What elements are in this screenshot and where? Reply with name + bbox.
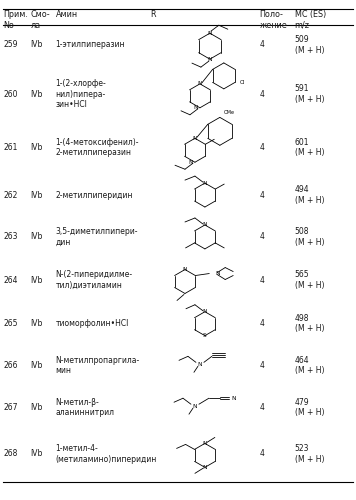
Text: 523
(M + H): 523 (M + H) — [294, 444, 324, 464]
Text: 508
(M + H): 508 (M + H) — [294, 227, 324, 246]
Text: 4: 4 — [260, 403, 265, 412]
Text: 494
(M + H): 494 (M + H) — [294, 186, 324, 205]
Text: 4: 4 — [260, 450, 265, 458]
Text: 4: 4 — [260, 143, 265, 152]
Text: 268: 268 — [4, 450, 18, 458]
Text: N: N — [208, 30, 212, 36]
Text: 4: 4 — [260, 90, 265, 98]
Text: 2-метилпиперидин: 2-метилпиперидин — [56, 190, 133, 200]
Text: 1-(2-хлорфе-
нил)пипера-
зин•HCl: 1-(2-хлорфе- нил)пипера- зин•HCl — [56, 80, 106, 109]
Text: 267: 267 — [4, 403, 18, 412]
Text: IVb: IVb — [31, 90, 43, 98]
Text: 591
(M + H): 591 (M + H) — [294, 84, 324, 104]
Text: 3,5-диметилпипери-
дин: 3,5-диметилпипери- дин — [56, 227, 138, 246]
Text: N: N — [203, 309, 207, 314]
Text: Cl: Cl — [240, 80, 245, 85]
Text: N: N — [188, 160, 193, 164]
Text: N: N — [232, 396, 236, 400]
Text: 260: 260 — [4, 90, 18, 98]
Text: 266: 266 — [4, 361, 18, 370]
Text: IVb: IVb — [31, 40, 43, 50]
Text: N-метилпропаргила-
мин: N-метилпропаргила- мин — [56, 356, 140, 376]
Text: 509
(M + H): 509 (M + H) — [294, 35, 324, 54]
Text: 565
(M + H): 565 (M + H) — [294, 270, 324, 290]
Text: N: N — [203, 441, 207, 446]
Text: N-(2-пиперидилме-
тил)диэтиламин: N-(2-пиперидилме- тил)диэтиламин — [56, 270, 132, 290]
Text: 464
(M + H): 464 (M + H) — [294, 356, 324, 376]
Text: 1-этилпиперазин: 1-этилпиперазин — [56, 40, 125, 50]
Text: IVb: IVb — [31, 276, 43, 284]
Text: 4: 4 — [260, 232, 265, 241]
Text: Поло-
жение: Поло- жение — [260, 10, 287, 30]
Text: 4: 4 — [260, 361, 265, 370]
Text: 4: 4 — [260, 40, 265, 50]
Text: N: N — [183, 267, 187, 272]
Text: N: N — [203, 180, 207, 186]
Text: 264: 264 — [4, 276, 18, 284]
Text: тиоморфолин•HCl: тиоморфолин•HCl — [56, 319, 129, 328]
Text: 4: 4 — [260, 190, 265, 200]
Text: N: N — [198, 362, 202, 367]
Text: IVb: IVb — [31, 361, 43, 370]
Text: IVb: IVb — [31, 403, 43, 412]
Text: N: N — [193, 136, 197, 141]
Text: 265: 265 — [4, 319, 18, 328]
Text: 262: 262 — [4, 190, 18, 200]
Text: OMe: OMe — [224, 110, 235, 116]
Text: N: N — [198, 82, 202, 86]
Text: IVb: IVb — [31, 319, 43, 328]
Text: Амин: Амин — [56, 10, 78, 18]
Text: 4: 4 — [260, 276, 265, 284]
Text: N: N — [203, 465, 207, 470]
Text: N: N — [193, 404, 197, 408]
Text: N: N — [215, 271, 220, 276]
Text: 479
(M + H): 479 (M + H) — [294, 398, 324, 417]
Text: N: N — [208, 56, 212, 62]
Text: N-метил-β-
аланиннитрил: N-метил-β- аланиннитрил — [56, 398, 115, 417]
Text: Прим.
No: Прим. No — [4, 10, 28, 30]
Text: 4: 4 — [260, 319, 265, 328]
Text: 259: 259 — [4, 40, 18, 50]
Text: 601
(M + H): 601 (M + H) — [294, 138, 324, 158]
Text: IVb: IVb — [31, 232, 43, 241]
Text: S: S — [203, 333, 207, 338]
Text: IVb: IVb — [31, 190, 43, 200]
Text: МС (ES)
m/z: МС (ES) m/z — [294, 10, 326, 30]
Text: N: N — [193, 106, 198, 110]
Text: IVb: IVb — [31, 450, 43, 458]
Text: R: R — [150, 10, 156, 18]
Text: 498
(M + H): 498 (M + H) — [294, 314, 324, 334]
Text: 261: 261 — [4, 143, 18, 152]
Text: IVb: IVb — [31, 143, 43, 152]
Text: Смо-
ла: Смо- ла — [31, 10, 50, 30]
Text: 1-метил-4-
(метиламино)пиперидин: 1-метил-4- (метиламино)пиперидин — [56, 444, 157, 464]
Text: 1-(4-метоксифенил)-
2-метилпиперазин: 1-(4-метоксифенил)- 2-метилпиперазин — [56, 138, 139, 158]
Text: 263: 263 — [4, 232, 18, 241]
Text: N: N — [203, 222, 207, 228]
